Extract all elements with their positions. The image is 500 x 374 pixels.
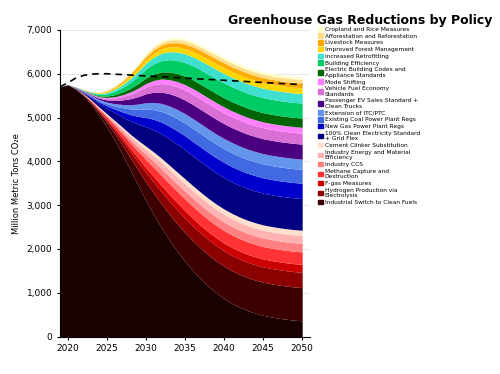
Title: Greenhouse Gas Reductions by Policy: Greenhouse Gas Reductions by Policy — [228, 14, 492, 27]
Legend: Cropland and Rice Measures, Afforestation and Reforestation, Livestock Measures,: Cropland and Rice Measures, Afforestatio… — [318, 27, 420, 205]
Y-axis label: Million Metric Tons CO₂e: Million Metric Tons CO₂e — [12, 133, 21, 234]
